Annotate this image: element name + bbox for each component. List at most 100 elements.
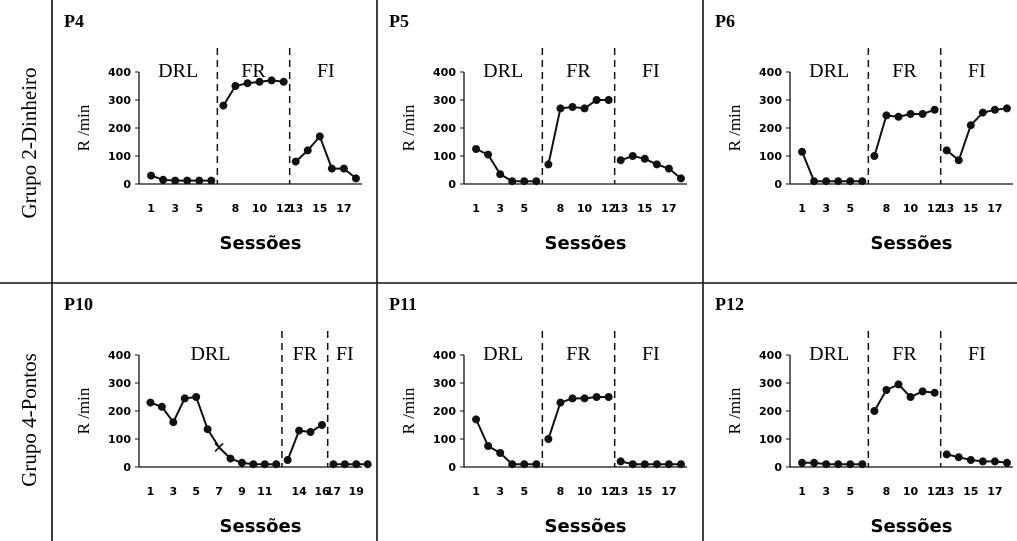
x-tick-label: 1 bbox=[798, 202, 806, 215]
data-point bbox=[882, 386, 891, 394]
data-point bbox=[822, 460, 831, 469]
y-tick-label: 100 bbox=[759, 433, 782, 446]
x-tick-label: 1 bbox=[147, 202, 155, 215]
data-point bbox=[508, 460, 517, 469]
x-tick-label: 12 bbox=[601, 485, 616, 498]
y-tick-label: 0 bbox=[448, 461, 456, 474]
data-point bbox=[267, 76, 276, 85]
data-point bbox=[291, 157, 300, 166]
data-point bbox=[315, 132, 324, 141]
data-point bbox=[966, 456, 975, 464]
data-point bbox=[664, 460, 673, 469]
data-point bbox=[496, 449, 505, 457]
data-point bbox=[942, 146, 951, 155]
data-point bbox=[640, 154, 649, 163]
y-axis-label: R /min bbox=[399, 387, 418, 434]
data-point bbox=[930, 105, 939, 114]
x-tick-label: 17 bbox=[987, 202, 1002, 215]
data-point bbox=[990, 105, 999, 114]
data-point bbox=[340, 460, 349, 469]
data-point bbox=[628, 152, 637, 160]
x-tick-label: 12 bbox=[276, 202, 291, 215]
data-point bbox=[858, 460, 867, 469]
panel-title: P10 bbox=[64, 294, 93, 314]
x-tick-label: 15 bbox=[963, 202, 978, 215]
data-point bbox=[604, 96, 613, 104]
data-point bbox=[616, 457, 625, 466]
y-tick-label: 100 bbox=[108, 433, 131, 446]
y-axis-label: R /min bbox=[399, 104, 418, 151]
data-point bbox=[317, 421, 326, 429]
data-point bbox=[846, 460, 855, 469]
x-tick-label: 1 bbox=[798, 485, 806, 498]
phase-label-fr: FR bbox=[566, 343, 591, 365]
x-axis-label: Sessões bbox=[545, 233, 627, 254]
data-point bbox=[306, 428, 315, 436]
data-point bbox=[894, 112, 903, 121]
phase-label-fr: FR bbox=[892, 60, 917, 82]
data-point bbox=[930, 388, 939, 397]
y-tick-label: 200 bbox=[433, 122, 456, 135]
data-point bbox=[592, 393, 601, 401]
data-point bbox=[810, 458, 819, 467]
x-tick-label: 10 bbox=[903, 202, 919, 215]
x-tick-label: 15 bbox=[637, 202, 652, 215]
series-line bbox=[206, 428, 232, 460]
x-tick-label: 15 bbox=[637, 485, 652, 498]
data-point bbox=[237, 458, 246, 467]
data-point bbox=[146, 398, 155, 407]
y-tick-label: 200 bbox=[108, 122, 131, 135]
data-point bbox=[990, 457, 999, 466]
data-point bbox=[219, 101, 228, 110]
y-tick-label: 100 bbox=[433, 150, 456, 163]
data-point bbox=[592, 96, 601, 104]
x-axis-label: Sessões bbox=[220, 516, 302, 537]
series-line bbox=[150, 395, 209, 430]
x-tick-label: 7 bbox=[215, 485, 223, 498]
x-tick-label: 8 bbox=[232, 202, 240, 215]
data-point bbox=[652, 160, 661, 169]
data-point bbox=[180, 394, 189, 403]
y-tick-label: 100 bbox=[108, 150, 131, 163]
row-label-1: Grupo 2-Dinheiro bbox=[17, 67, 41, 218]
x-tick-label: 10 bbox=[577, 202, 593, 215]
phase-label-fr: FR bbox=[241, 60, 266, 82]
phase-label-fi: FI bbox=[968, 60, 986, 82]
series-line bbox=[295, 134, 357, 180]
y-tick-label: 200 bbox=[759, 405, 782, 418]
data-point-x bbox=[214, 442, 224, 452]
data-point bbox=[339, 164, 348, 173]
phase-label-fi: FI bbox=[336, 343, 354, 365]
panel-title: P5 bbox=[389, 11, 409, 31]
data-point bbox=[226, 454, 235, 463]
x-axis-label: Sessões bbox=[871, 516, 953, 537]
data-point bbox=[544, 435, 553, 443]
y-axis-label: R /min bbox=[74, 387, 93, 434]
data-point bbox=[652, 460, 661, 469]
y-tick-label: 100 bbox=[759, 150, 782, 163]
data-point bbox=[484, 442, 493, 450]
phase-label-fr: FR bbox=[293, 343, 318, 365]
data-point bbox=[810, 177, 819, 186]
x-axis-label: Sessões bbox=[220, 233, 302, 254]
data-point bbox=[918, 387, 927, 396]
y-tick-label: 0 bbox=[448, 178, 456, 191]
panel-title: P6 bbox=[715, 11, 735, 31]
y-tick-label: 400 bbox=[108, 349, 131, 362]
data-point bbox=[966, 121, 975, 130]
phase-label-fr: FR bbox=[892, 343, 917, 365]
x-tick-label: 5 bbox=[195, 202, 203, 215]
x-tick-label: 17 bbox=[661, 202, 676, 215]
y-tick-label: 100 bbox=[433, 433, 456, 446]
data-point bbox=[472, 415, 481, 424]
data-point bbox=[508, 177, 517, 186]
y-tick-label: 300 bbox=[759, 94, 782, 107]
x-tick-label: 3 bbox=[169, 485, 177, 498]
data-point bbox=[978, 457, 987, 466]
data-point bbox=[532, 177, 541, 186]
x-tick-label: 5 bbox=[520, 202, 528, 215]
